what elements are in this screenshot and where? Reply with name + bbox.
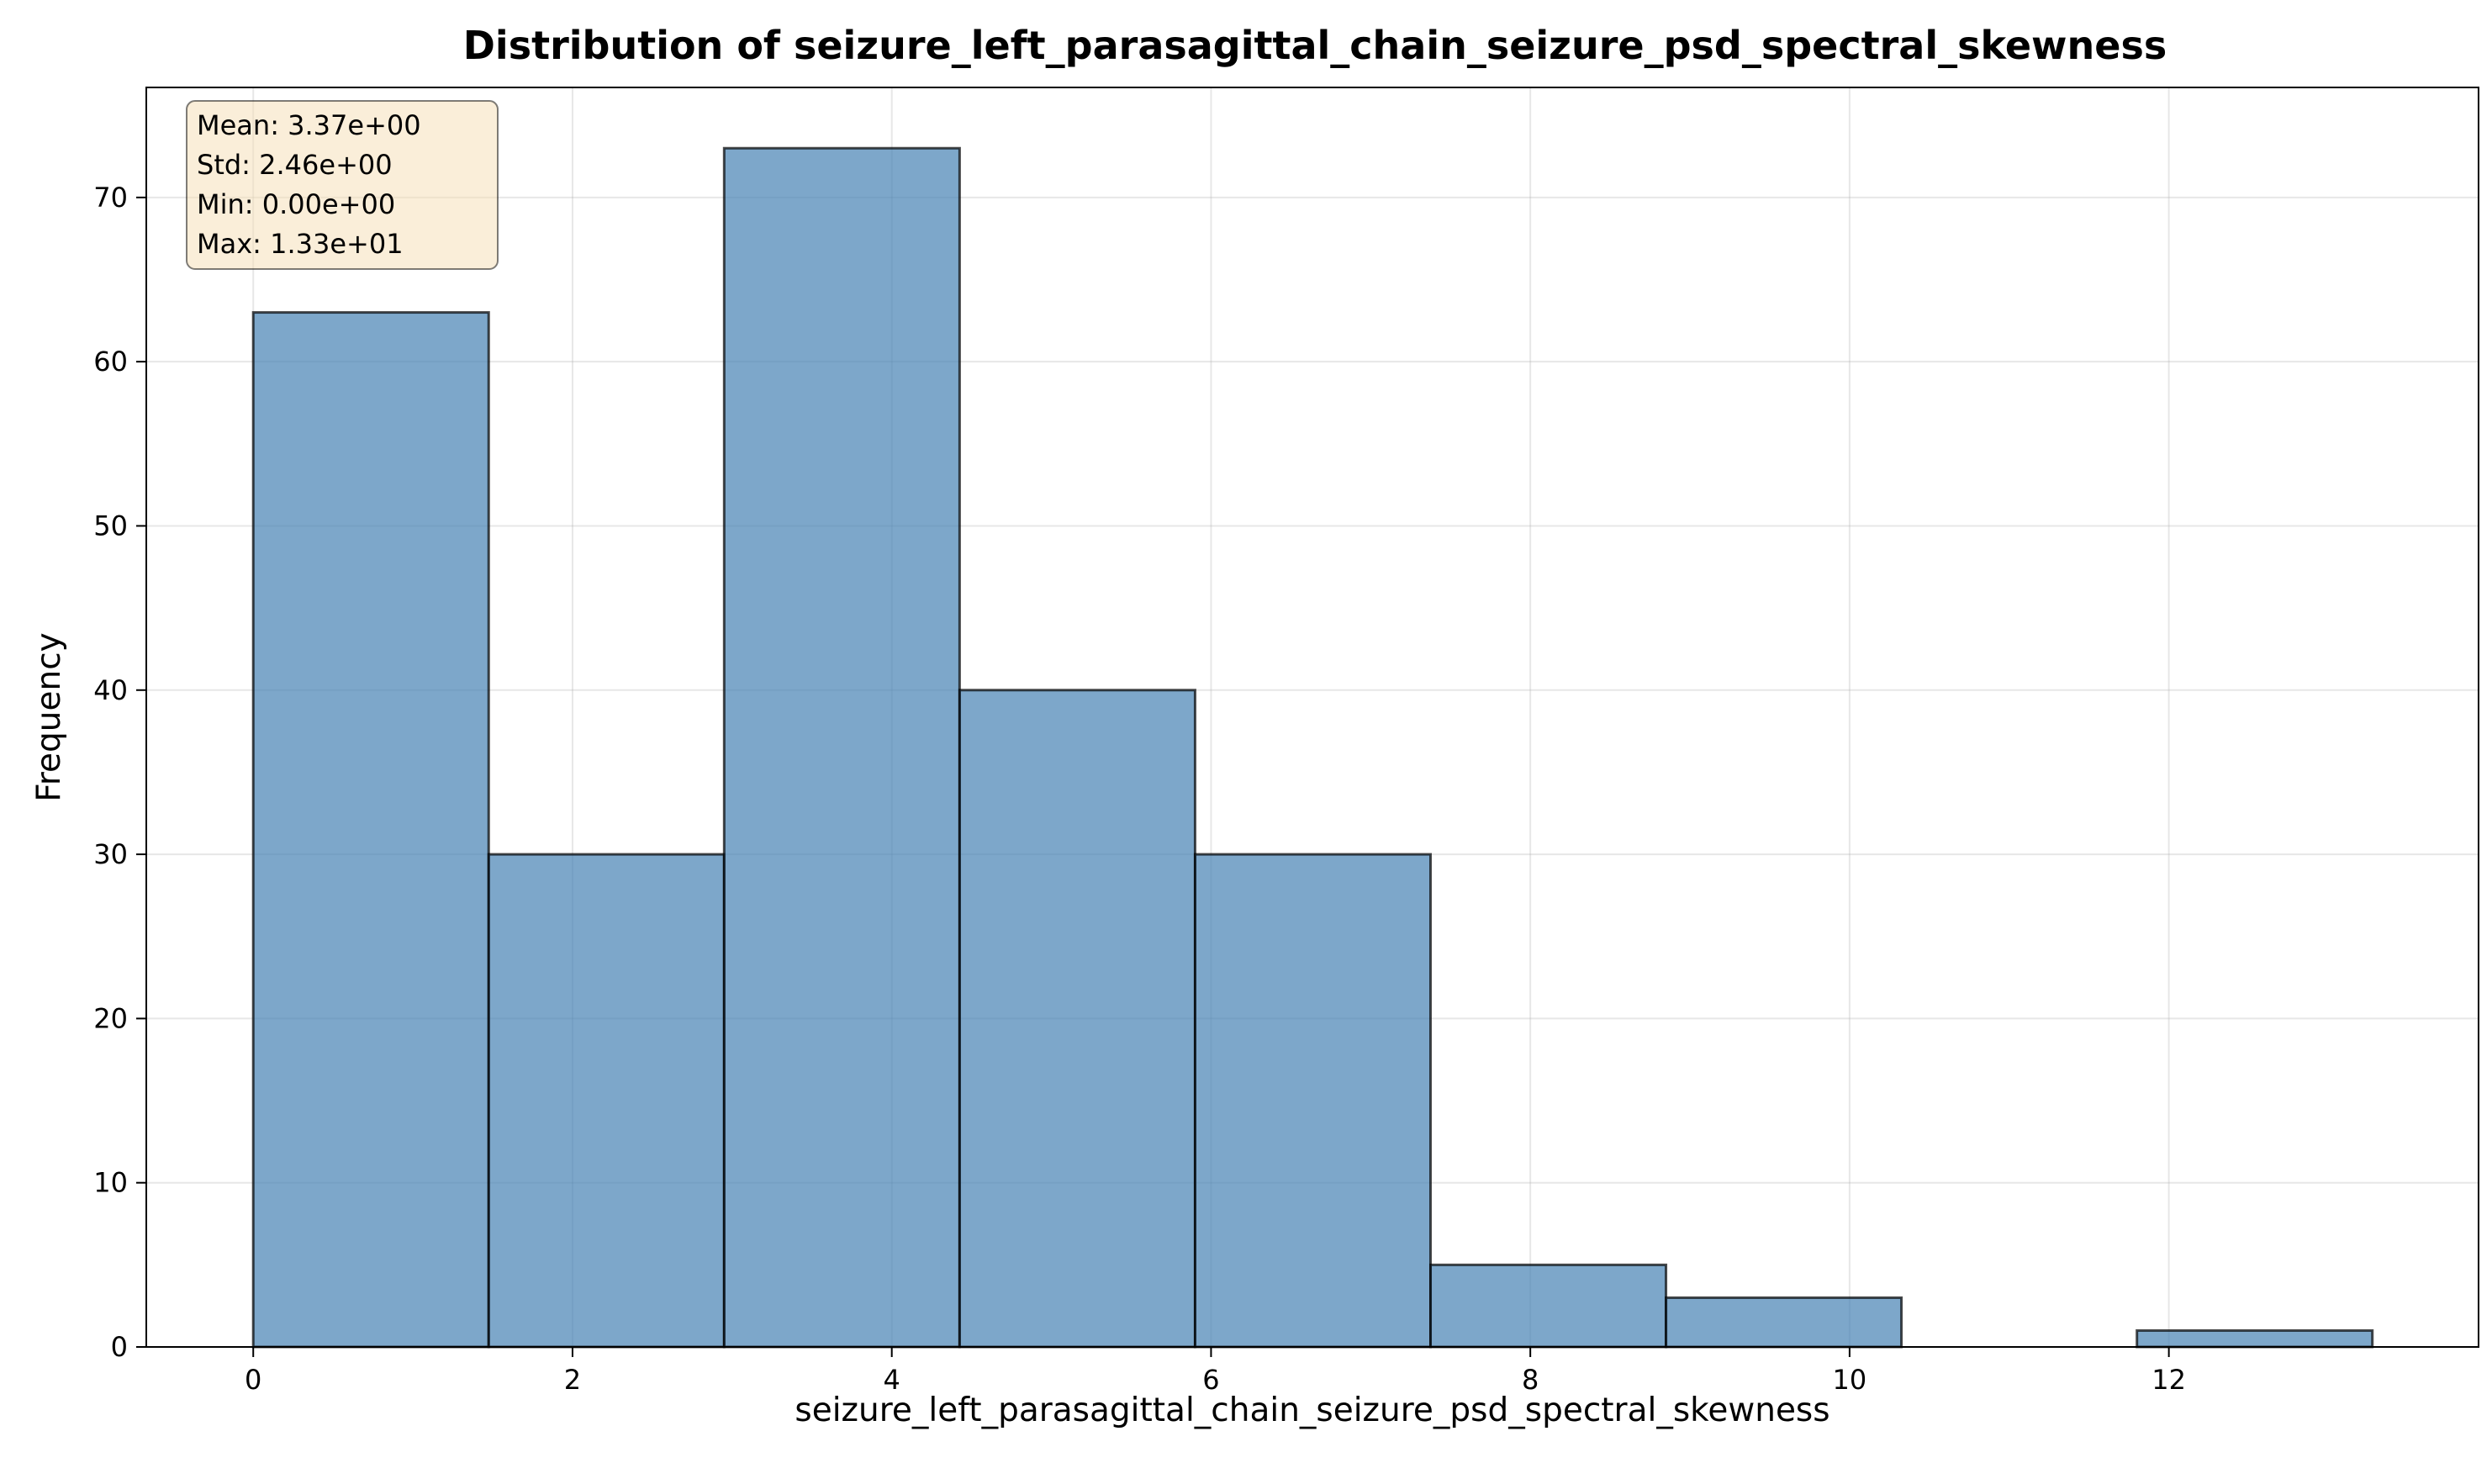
y-tick-label-1: 10 — [93, 1167, 128, 1199]
stats-box: Mean: 3.37e+00 Std: 2.46e+00 Min: 0.00e+… — [186, 100, 499, 270]
y-tick-label-2: 20 — [93, 1002, 128, 1034]
y-tick-label-6: 60 — [93, 346, 128, 378]
bar-3 — [958, 689, 1196, 1349]
y-tick-label-7: 70 — [93, 182, 128, 214]
y-axis-ticks: 0 10 20 30 40 50 60 70 — [93, 182, 146, 1363]
y-axis-label: Frequency — [30, 632, 68, 801]
x-tick-label-5: 10 — [1833, 1364, 1867, 1396]
bar-5 — [1429, 1263, 1668, 1349]
x-tick-label-1: 2 — [564, 1364, 581, 1396]
bar-8 — [2136, 1328, 2374, 1349]
y-tick-label-5: 50 — [93, 510, 128, 541]
stats-min: Min: 0.00e+00 — [197, 188, 395, 220]
x-axis-ticks: 0 2 4 6 8 10 12 — [245, 1347, 2186, 1396]
axes — [145, 87, 2479, 1348]
bar-0 — [251, 311, 490, 1349]
bar-6 — [1665, 1296, 1903, 1349]
stats-max: Max: 1.33e+01 — [197, 228, 404, 260]
x-axis-label: seizure_left_parasagittal_chain_seizure_… — [795, 1392, 1829, 1429]
x-tick-label-2: 4 — [884, 1364, 900, 1396]
stats-std: Std: 2.46e+00 — [197, 149, 393, 181]
bar-1 — [487, 853, 726, 1349]
plot-frame — [145, 87, 2479, 1348]
chart-title: Distribution of seizure_left_parasagitta… — [463, 23, 2167, 68]
bar-4 — [1193, 853, 1433, 1349]
y-tick-label-0: 0 — [111, 1331, 128, 1363]
stats-box-background — [186, 100, 499, 270]
bars — [251, 146, 2374, 1349]
y-tick-label-4: 40 — [93, 674, 128, 706]
x-tick-label-0: 0 — [245, 1364, 261, 1396]
y-tick-label-3: 30 — [93, 838, 128, 870]
stats-mean: Mean: 3.37e+00 — [197, 109, 421, 141]
x-tick-label-3: 6 — [1202, 1364, 1219, 1396]
x-tick-label-4: 8 — [1522, 1364, 1539, 1396]
bar-2 — [722, 146, 961, 1349]
x-tick-label-6: 12 — [2151, 1364, 2186, 1396]
